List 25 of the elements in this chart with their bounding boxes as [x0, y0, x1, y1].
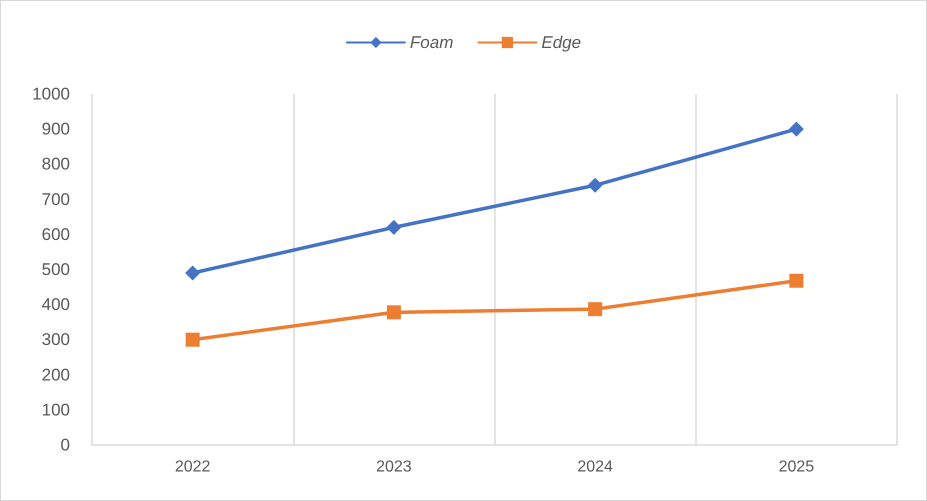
y-tick-label: 100	[42, 400, 70, 420]
point	[186, 332, 200, 347]
x-tick-label: 2025	[778, 458, 814, 476]
point	[386, 305, 401, 320]
y-tick-label: 0	[60, 436, 70, 454]
point	[588, 302, 602, 316]
y-tick-label: 500	[42, 260, 70, 279]
point	[386, 220, 402, 235]
y-tick-label: 600	[42, 224, 70, 244]
point	[789, 274, 804, 288]
point	[588, 178, 603, 193]
y-tick-label: 200	[42, 365, 70, 384]
legend-label: Edge	[541, 33, 582, 52]
x-tick-label: 2024	[577, 458, 614, 476]
y-tick-label: 700	[42, 190, 70, 209]
y-tick-label: 900	[42, 120, 70, 139]
y-tick-label: 400	[42, 295, 70, 314]
y-tick-label: 1000	[32, 84, 70, 104]
legend-label: Foam	[410, 33, 454, 52]
point	[185, 266, 200, 281]
x-tick-label: 2022	[174, 458, 211, 476]
point	[788, 122, 804, 137]
y-tick-label: 300	[42, 330, 70, 350]
y-tick-label: 800	[42, 154, 70, 174]
x-tick-label: 2023	[376, 458, 412, 476]
